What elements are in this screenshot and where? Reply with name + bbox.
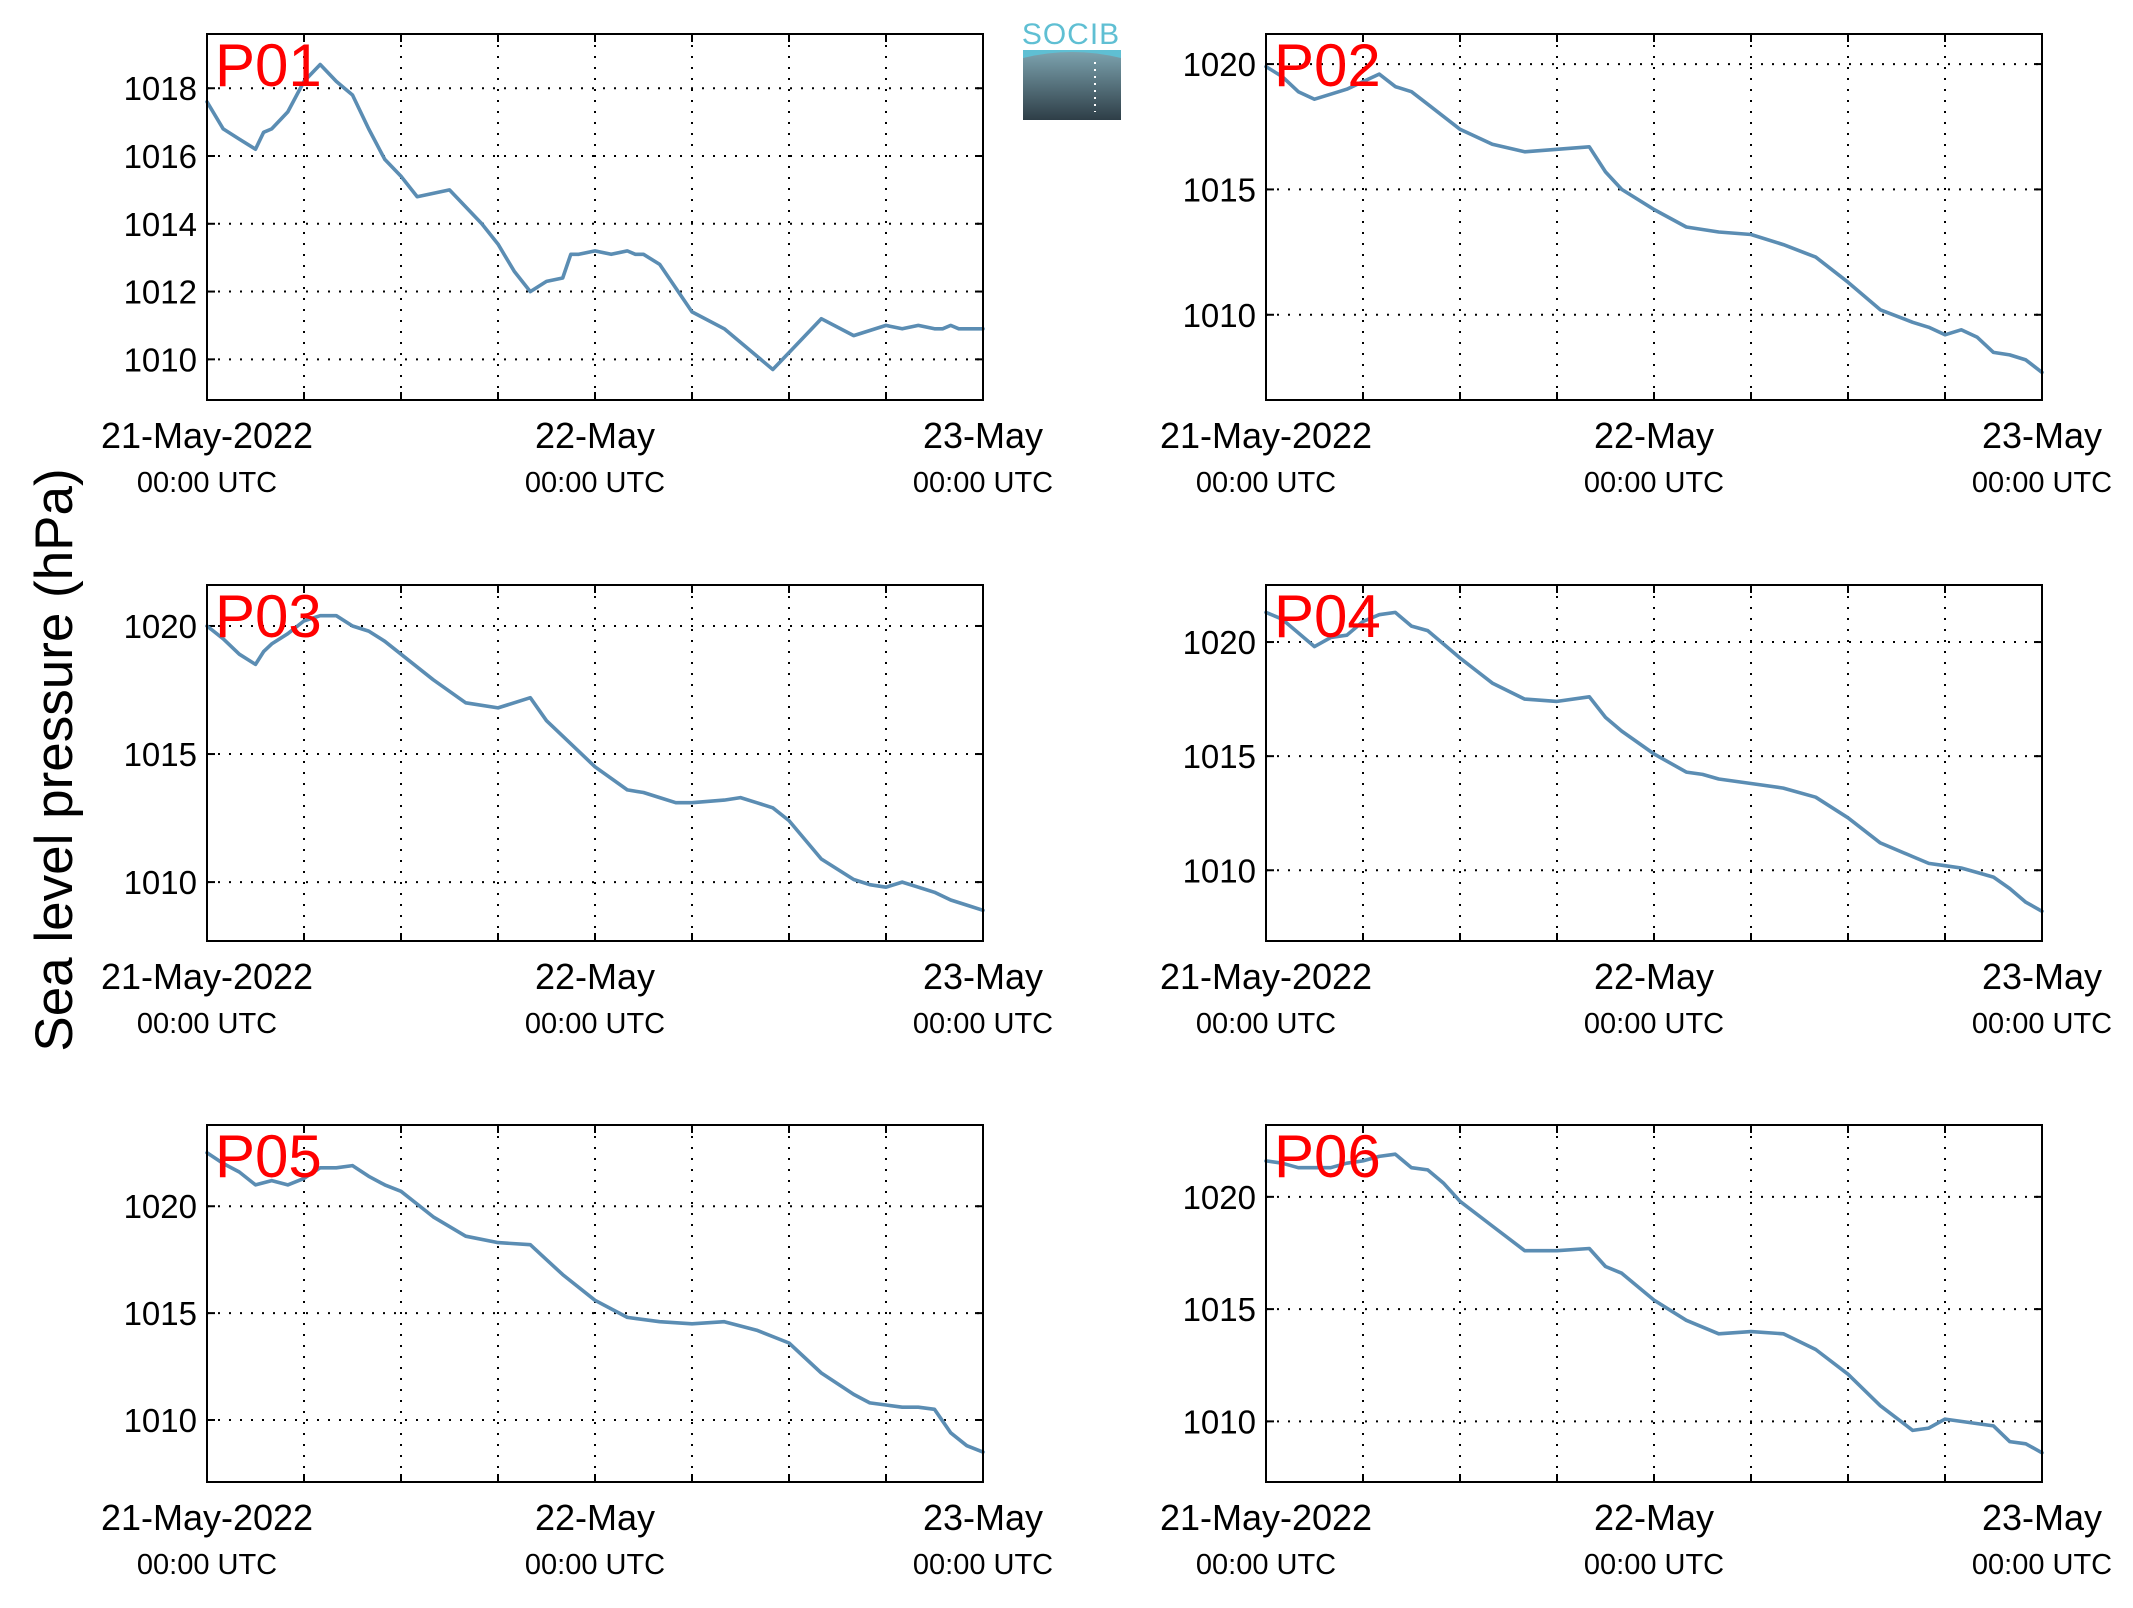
x-tick-date: 22-May	[1594, 415, 1714, 456]
pressure-line	[205, 613, 985, 913]
y-tick-label: 1010	[124, 341, 197, 378]
y-tick-label: 1010	[124, 864, 197, 901]
x-tick-date: 23-May	[923, 415, 1043, 456]
axes-frame	[206, 1124, 984, 1483]
y-tick-label: 1015	[1183, 171, 1256, 208]
x-tick-date: 21-May-2022	[101, 956, 313, 997]
y-axis-label: Sea level pressure (hPa)	[25, 468, 84, 1051]
panel-label: P01	[215, 32, 322, 99]
x-tick-date: 21-May-2022	[101, 1497, 313, 1538]
y-tick-label: 1015	[124, 1295, 197, 1332]
x-tick-time: 00:00 UTC	[137, 1549, 277, 1581]
y-tick-label: 1010	[1183, 1403, 1256, 1440]
y-tick-label: 1020	[124, 608, 197, 645]
y-tick-label: 1010	[124, 1402, 197, 1439]
x-tick-date: 22-May	[535, 1497, 655, 1538]
x-tick-time: 00:00 UTC	[137, 467, 277, 499]
x-tick-date: 23-May	[923, 956, 1043, 997]
axes-frame	[206, 584, 984, 942]
y-tick-label: 1012	[124, 274, 197, 311]
y-tick-label: 1015	[124, 736, 197, 773]
pressure-line	[1264, 64, 2044, 375]
panel-p01: 1010 1012 1014 1016 1018 P01 21-May-2022 00:00 …	[101, 32, 1053, 499]
x-tick-time: 00:00 UTC	[1972, 1008, 2112, 1040]
panel-label: P06	[1274, 1123, 1381, 1190]
y-tick-label: 1015	[1183, 1291, 1256, 1328]
x-tick-time: 00:00 UTC	[913, 1549, 1053, 1581]
panel-p02: 1010 1015 1020 P02 21-May-2022 00:00 UTC 22-Ma…	[1160, 32, 2112, 499]
socib-logo: SOCIB	[1022, 18, 1121, 120]
logo-block	[1023, 50, 1121, 120]
y-tick-label: 1020	[1183, 1179, 1256, 1216]
axes-frame	[1265, 33, 2043, 401]
x-tick-time: 00:00 UTC	[525, 1549, 665, 1581]
x-tick-time: 00:00 UTC	[1196, 467, 1336, 499]
axes-frame	[206, 33, 984, 401]
x-tick-time: 00:00 UTC	[525, 1008, 665, 1040]
panel-label: P05	[215, 1123, 322, 1190]
x-tick-time: 00:00 UTC	[1972, 1549, 2112, 1581]
pressure-line	[205, 62, 985, 372]
x-tick-date: 22-May	[1594, 1497, 1714, 1538]
panel-p05: 1010 1015 1020 P05 21-May-2022 00:00 UTC 22-Ma…	[101, 1123, 1053, 1581]
x-tick-date: 21-May-2022	[101, 415, 313, 456]
pressure-line	[205, 1151, 985, 1454]
logo-wave	[1023, 50, 1121, 58]
x-tick-time: 00:00 UTC	[1196, 1549, 1336, 1581]
y-tick-label: 1015	[1183, 738, 1256, 775]
x-tick-time: 00:00 UTC	[1584, 1549, 1724, 1581]
x-tick-date: 21-May-2022	[1160, 415, 1372, 456]
x-tick-time: 00:00 UTC	[913, 1008, 1053, 1040]
panel-label: P04	[1274, 583, 1381, 650]
panel-label: P03	[215, 583, 322, 650]
y-tick-label: 1016	[124, 138, 197, 175]
pressure-line	[1264, 1152, 2044, 1455]
x-tick-date: 22-May	[1594, 956, 1714, 997]
x-tick-time: 00:00 UTC	[1584, 467, 1724, 499]
x-tick-time: 00:00 UTC	[137, 1008, 277, 1040]
x-tick-time: 00:00 UTC	[1972, 467, 2112, 499]
x-tick-date: 23-May	[923, 1497, 1043, 1538]
x-tick-date: 23-May	[1982, 415, 2102, 456]
logo-text: SOCIB	[1022, 18, 1120, 51]
x-tick-date: 21-May-2022	[1160, 1497, 1372, 1538]
pressure-line	[1264, 610, 2044, 914]
x-tick-date: 23-May	[1982, 1497, 2102, 1538]
y-tick-label: 1018	[124, 70, 197, 107]
x-tick-date: 21-May-2022	[1160, 956, 1372, 997]
x-tick-time: 00:00 UTC	[525, 467, 665, 499]
y-tick-label: 1020	[1183, 624, 1256, 661]
panel-p03: 1010 1015 1020 P03 21-May-2022 00:00 UTC 22-Ma…	[101, 583, 1053, 1040]
panel-p06: 1010 1015 1020 P06 21-May-2022 00:00 UTC 22-Ma…	[1160, 1123, 2112, 1581]
x-tick-date: 23-May	[1982, 956, 2102, 997]
panel-label: P02	[1274, 32, 1381, 99]
x-tick-date: 22-May	[535, 415, 655, 456]
x-tick-time: 00:00 UTC	[1584, 1008, 1724, 1040]
x-tick-time: 00:00 UTC	[1196, 1008, 1336, 1040]
x-tick-time: 00:00 UTC	[913, 467, 1053, 499]
y-tick-label: 1010	[1183, 852, 1256, 889]
y-tick-label: 1020	[1183, 46, 1256, 83]
panels: 1010 1012 1014 1016 1018 P01 21-May-2022 00:00 …	[101, 32, 2112, 1581]
y-tick-label: 1010	[1183, 297, 1256, 334]
y-tick-label: 1020	[124, 1188, 197, 1225]
x-tick-date: 22-May	[535, 956, 655, 997]
axes-frame	[1265, 1124, 2043, 1483]
panel-p04: 1010 1015 1020 P04 21-May-2022 00:00 UTC 22-Ma…	[1160, 583, 2112, 1040]
axes-frame	[1265, 584, 2043, 942]
y-tick-label: 1014	[124, 206, 197, 243]
